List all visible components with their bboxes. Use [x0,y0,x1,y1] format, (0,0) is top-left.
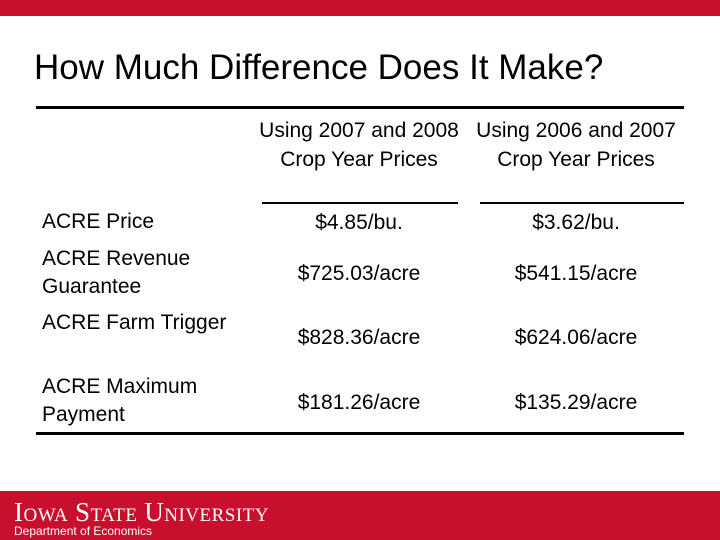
value-revenue-guarantee-2006-2007: $541.15/acre [514,262,638,285]
footer-band: IOWA STATE UNIVERSITY Department of Econ… [0,491,720,540]
row-label-revenue-guarantee: ACRE Revenue Guarantee [42,247,191,298]
value-acre-price-2007-2008: $4.85/bu. [315,211,403,234]
row-label-acre-price: ACRE Price [42,210,155,233]
value-maximum-payment-2007-2008: $181.26/acre [297,391,421,414]
column-header-2006-2007: Using 2006 and 2007 Crop Year Prices [476,119,676,171]
column-header-rule-2 [480,202,684,204]
table-top-rule [36,106,684,109]
slide-title: How Much Difference Does It Make? [34,48,604,87]
column-header-rule-1 [262,202,458,204]
value-farm-trigger-2007-2008: $828.36/acre [297,326,421,349]
top-band [0,0,720,16]
value-revenue-guarantee-2007-2008: $725.03/acre [297,262,421,285]
value-maximum-payment-2006-2007: $135.29/acre [514,391,638,414]
value-acre-price-2006-2007: $3.62/bu. [532,211,620,234]
table-bottom-rule [36,432,684,435]
row-label-farm-trigger: ACRE Farm Trigger [42,311,227,334]
department-name: Department of Economics [14,524,153,538]
value-farm-trigger-2006-2007: $624.06/acre [514,326,638,349]
university-wordmark: IOWA STATE UNIVERSITY [14,497,270,527]
column-header-2007-2008: Using 2007 and 2008 Crop Year Prices [259,119,459,171]
row-label-maximum-payment: ACRE Maximum Payment [42,375,198,426]
